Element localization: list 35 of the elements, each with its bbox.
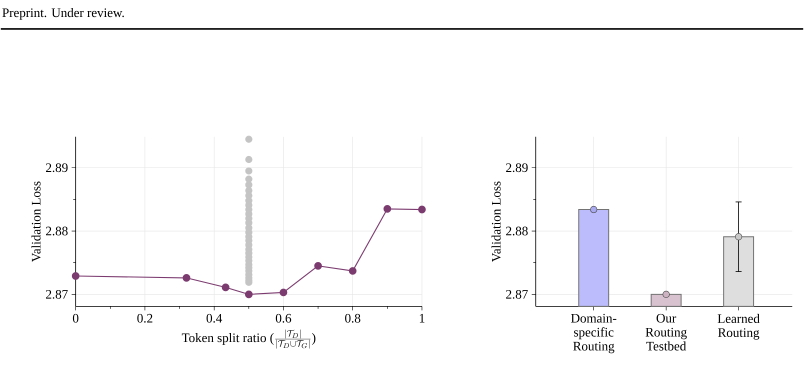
point (383, 204, 392, 213)
point (735, 233, 742, 240)
point (280, 288, 288, 296)
point (418, 206, 426, 214)
x-axis-title: $\mbox{Token split ratio (}\frac{|\mathcal{T}_D|}{|\mathcal{T}_D\cup\mathcal{T}_G|}\mbox{)}$ (182, 329, 316, 349)
point (245, 156, 252, 163)
x-tick-label: 0.2 (137, 314, 152, 323)
point (222, 283, 230, 292)
point (314, 262, 322, 270)
point (245, 175, 252, 183)
point (348, 266, 357, 275)
point (72, 272, 80, 280)
y-tick-label: 2.89 (506, 163, 528, 172)
y-tick-label: 2.88 (46, 226, 68, 236)
x-tick-label: Our Routing Testbed (646, 314, 687, 350)
x-tick-label: 1 (420, 314, 424, 322)
y-axis-title: Validation Loss (492, 181, 501, 262)
y-tick-label: 2.87 (46, 290, 68, 299)
x-tick-label: Domain-specific Routing (571, 314, 616, 354)
x-tick-label: Learned Routing (718, 314, 760, 340)
y-tick-label: 2.87 (506, 290, 528, 299)
point (182, 274, 190, 282)
y-tick-label: 2.89 (46, 163, 68, 172)
text: Preprint. Under review. (2, 8, 124, 20)
point (245, 167, 252, 174)
y-axis-title: Validation Loss (31, 181, 41, 262)
point (245, 136, 252, 143)
point (590, 206, 598, 214)
x-tick-label: 0.8 (345, 314, 360, 323)
point (662, 290, 670, 298)
x-tick-label: 0 (72, 314, 78, 323)
x-tick-label: 0.4 (206, 314, 222, 323)
y-tick-label: 2.88 (506, 226, 528, 236)
x-tick-label: 0.6 (276, 314, 292, 323)
point (244, 290, 253, 298)
